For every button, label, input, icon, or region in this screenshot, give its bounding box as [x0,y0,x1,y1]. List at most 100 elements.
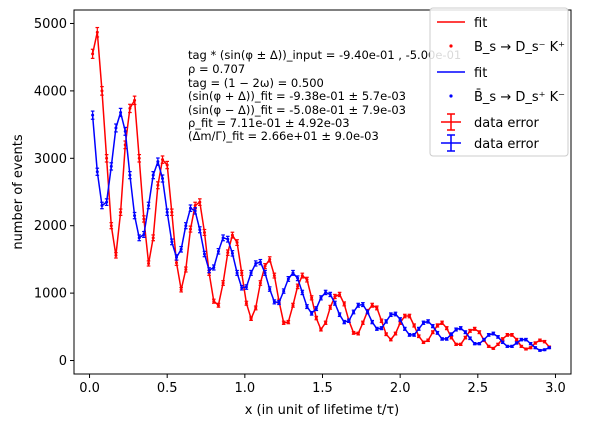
data-point-blue [440,337,444,341]
data-point-blue [193,209,197,213]
data-point-blue [380,326,384,330]
data-point-red [156,183,160,187]
data-point-red [519,344,523,348]
data-point-red [235,241,239,245]
x-tick-label: 1.0 [235,381,256,396]
data-point-blue [352,310,356,314]
data-point-red [412,323,416,327]
data-point-blue [240,286,244,290]
data-point-blue [291,271,295,275]
data-point-red [324,321,328,325]
data-point-blue [412,333,416,337]
data-point-blue [151,173,155,177]
data-point-blue [328,292,332,296]
data-point-red [440,321,444,325]
data-point-red [417,334,421,338]
data-point-red [538,338,542,342]
data-point-blue [417,327,421,331]
data-point-blue [533,346,537,350]
data-point-red [184,268,188,272]
legend-blue-errorbar-icon [441,134,461,152]
data-point-blue [207,268,211,272]
data-point-blue [473,342,477,346]
data-point-red [435,323,439,327]
data-point-blue [133,214,137,218]
data-point-red [254,306,258,310]
data-point-blue [105,200,109,204]
data-point-red [296,284,300,288]
data-point-blue [305,305,309,309]
data-point-red [119,210,123,214]
data-point-blue [272,300,276,304]
x-axis-ticks: 0.0 0.5 1.0 1.5 2.0 2.5 3.0 [79,374,566,396]
x-axis-label: x (in unit of lifetime t/τ) [245,403,400,418]
data-point-blue [529,342,533,346]
data-point-red [258,281,262,285]
data-point-red [128,106,132,110]
data-point-red [268,257,272,261]
legend-red-marker [449,44,453,48]
data-point-red [305,278,309,282]
data-point-blue [221,236,225,240]
data-point-blue [482,338,486,342]
data-point-red [272,274,276,278]
data-point-blue [235,271,239,275]
data-point-red [375,306,379,310]
data-point-red [421,340,425,344]
data-point-blue [407,333,411,337]
data-point-blue [366,310,370,314]
annotation-line-4: (sin(φ + Δ))_fit = -9.38e-01 ± 5.7e-03 [188,89,406,103]
annotation-line-1: tag * (sin(φ ± Δ))_input = -9.40e-01 , -… [188,48,461,62]
data-point-blue [216,249,220,253]
data-point-red [473,327,477,331]
data-point-blue [342,320,346,324]
data-point-blue [156,160,160,164]
data-point-blue [435,331,439,335]
data-point-red [454,342,458,346]
data-point-blue [487,333,491,337]
data-point-red [188,227,192,231]
data-point-blue [300,290,304,294]
annotation-line-2: ρ = 0.707 [188,62,245,76]
data-point-red [515,338,519,342]
data-point-blue [421,321,425,325]
data-point-red [263,264,267,268]
data-point-red [449,336,453,340]
y-axis-label: number of events [11,134,26,250]
data-point-red [342,302,346,306]
data-point-blue [230,251,234,255]
data-point-red [165,163,169,167]
legend-label-blue-error: data error [474,137,540,152]
data-point-blue [244,285,248,289]
data-point-blue [496,335,500,339]
annotation-line-3: tag = (1 − 2ω) = 0.500 [188,76,324,90]
data-point-blue [356,303,360,307]
data-point-blue [519,338,523,342]
legend-label-red-fit: fit [474,16,487,31]
series-layer [90,26,552,352]
data-point-red [403,314,407,318]
data-point-red [543,340,547,344]
data-point-red [487,344,491,348]
data-point-red [142,217,146,221]
data-point-red [310,296,314,300]
data-point-blue [268,287,272,291]
data-point-red [407,314,411,318]
data-point-blue [226,237,230,241]
data-point-red [501,337,505,341]
data-point-blue [114,126,118,130]
annotation-block: tag * (sin(φ ± Δ))_input = -9.40e-01 , -… [188,48,461,143]
data-point-blue [282,289,286,293]
data-point-blue [333,301,337,305]
x-tick-label: 3.0 [545,381,566,396]
legend-box [429,7,569,157]
data-point-blue [477,342,481,346]
data-point-blue [524,338,528,342]
data-point-blue [137,236,141,240]
data-point-blue [431,324,435,328]
data-point-red [175,261,179,265]
data-point-blue [501,340,505,344]
data-point-blue [161,177,165,181]
data-point-red [179,288,183,292]
annotation-line-5: (sin(φ − Δ))_fit = -5.08e-01 ± 7.9e-03 [188,103,406,117]
